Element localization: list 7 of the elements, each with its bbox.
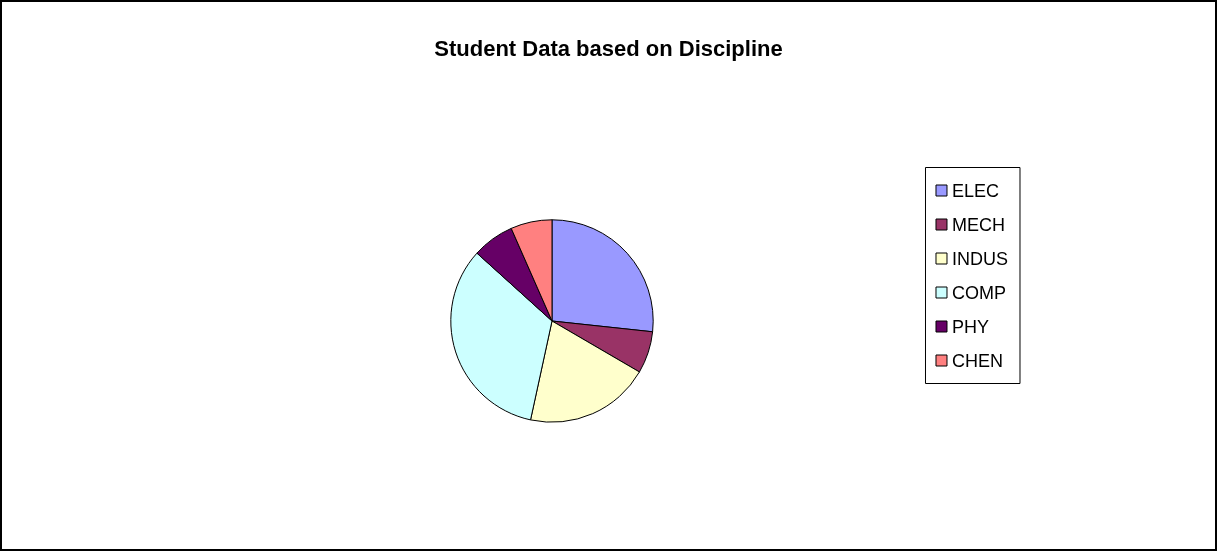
chart-title: Student Data based on Discipline [434,35,783,61]
legend-label: CHEN [952,350,1004,371]
legend-label: INDUS [952,248,1009,269]
legend-label: COMP [952,282,1006,303]
legend-label: PHY [952,316,990,337]
legend-label: MECH [952,214,1005,235]
legend-label: ELEC [952,180,1000,201]
